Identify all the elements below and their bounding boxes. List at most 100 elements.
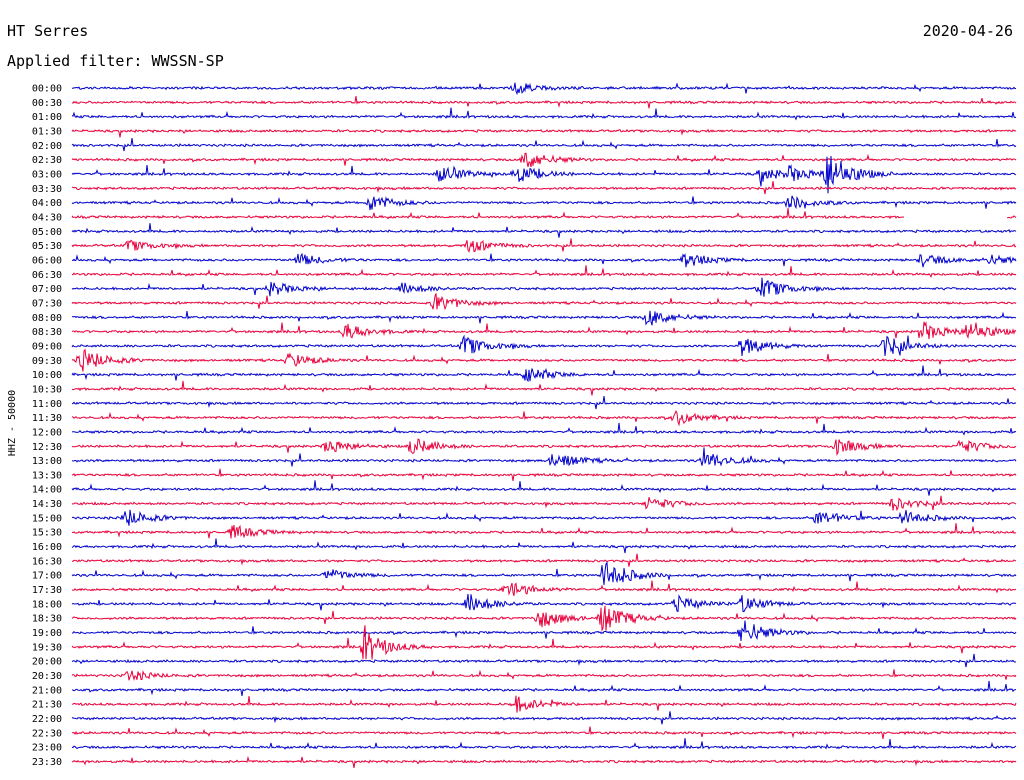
row-time-label: 13:30 — [32, 470, 62, 481]
trace-row-1500 — [71, 509, 1017, 526]
trace-row-0030 — [71, 96, 1017, 109]
trace-row-0630 — [71, 265, 1017, 279]
trace-row-1800 — [71, 593, 1017, 613]
row-time-label: 21:30 — [32, 700, 62, 711]
row-time-label: 02:30 — [32, 155, 62, 166]
trace-row-2230 — [71, 726, 1017, 739]
trace-row-2030 — [71, 669, 1017, 681]
row-time-label: 17:00 — [32, 571, 62, 582]
row-time-label: 01:00 — [32, 112, 62, 123]
row-time-label: 04:30 — [32, 213, 62, 224]
trace-row-1530 — [71, 523, 1017, 539]
trace-row-0130 — [71, 128, 1017, 138]
row-time-label: 09:30 — [32, 356, 62, 367]
row-time-label: 17:30 — [32, 585, 62, 596]
row-time-label: 04:00 — [32, 198, 62, 209]
row-time-label: 16:30 — [32, 556, 62, 567]
row-time-label: 06:00 — [32, 256, 62, 267]
date-label: 2020-04-26 — [923, 22, 1013, 40]
row-time-label: 16:00 — [32, 542, 62, 553]
row-time-label: 06:30 — [32, 270, 62, 281]
trace-row-0930 — [71, 348, 1017, 372]
row-time-label: 23:00 — [32, 743, 62, 754]
trace-row-1700 — [71, 561, 1017, 585]
trace-row-1930 — [71, 625, 1017, 660]
trace-row-2000 — [71, 653, 1017, 668]
channel-axis-label: HHZ - 50000 — [7, 390, 18, 456]
row-time-label: 14:30 — [32, 499, 62, 510]
trace-row-0900 — [71, 334, 1017, 357]
row-time-label: 20:30 — [32, 671, 62, 682]
trace-row-0100 — [71, 107, 1017, 121]
row-time-label: 09:00 — [32, 341, 62, 352]
row-time-label: 12:30 — [32, 442, 62, 453]
row-time-label: 19:00 — [32, 628, 62, 639]
trace-row-1630 — [71, 553, 1017, 567]
station-title: HT Serres — [7, 22, 88, 40]
row-time-label: 14:00 — [32, 485, 62, 496]
seismogram-traces — [71, 82, 1017, 768]
trace-row-1730 — [71, 580, 1017, 596]
trace-row-1430 — [71, 495, 1017, 512]
trace-row-0000 — [72, 82, 1017, 96]
row-time-label: 00:30 — [32, 98, 62, 109]
trace-row-0800 — [71, 310, 1016, 326]
trace-row-2300 — [71, 738, 1017, 750]
row-time-label: 10:00 — [32, 370, 62, 381]
row-time-label: 02:00 — [32, 141, 62, 152]
trace-row-0700 — [71, 277, 1017, 297]
trace-row-2100 — [71, 680, 1017, 696]
row-time-label: 18:30 — [32, 614, 62, 625]
row-time-label: 11:00 — [32, 399, 62, 410]
row-time-label: 03:30 — [32, 184, 62, 195]
row-time-label: 11:30 — [32, 413, 62, 424]
trace-row-0330 — [71, 181, 1017, 195]
row-time-label: 07:00 — [32, 284, 62, 295]
trace-row-0530 — [71, 238, 1017, 253]
trace-row-0730 — [71, 293, 1017, 311]
trace-row-0230 — [71, 152, 1017, 168]
trace-row-0500 — [71, 223, 1017, 238]
row-time-label: 18:00 — [32, 599, 62, 610]
filter-label: Applied filter: WWSSN-SP — [7, 52, 224, 70]
trace-row-0430 — [71, 207, 1017, 220]
row-time-label: 05:00 — [32, 227, 62, 238]
row-time-label: 08:30 — [32, 327, 62, 338]
row-time-label: 10:30 — [32, 384, 62, 395]
row-time-label: 22:30 — [32, 728, 62, 739]
trace-row-0300 — [71, 155, 1017, 194]
trace-row-1600 — [71, 538, 1017, 554]
trace-row-1100 — [71, 396, 1017, 410]
row-time-label: 15:30 — [32, 528, 62, 539]
row-time-label: 05:30 — [32, 241, 62, 252]
time-tick-labels: 00:00 00:30 01:00 01:30 02:00 02:30 03:00 03:30… — [32, 84, 62, 769]
trace-row-2200 — [71, 711, 1017, 725]
row-time-label: 08:00 — [32, 313, 62, 324]
trace-row-1230 — [71, 438, 1017, 456]
trace-row-2130 — [71, 695, 1017, 713]
trace-row-0600 — [71, 252, 1017, 268]
trace-row-2330 — [72, 755, 1017, 768]
trace-row-0830 — [71, 321, 1017, 340]
trace-row-0200 — [71, 138, 1017, 152]
trace-row-1300 — [71, 447, 1017, 467]
row-time-label: 13:00 — [32, 456, 62, 467]
trace-row-1130 — [71, 409, 1017, 427]
row-time-label: 03:00 — [32, 170, 62, 181]
trace-row-1830 — [71, 605, 1017, 633]
row-time-label: 07:30 — [32, 298, 62, 309]
trace-row-0400 — [71, 195, 1017, 211]
row-time-label: 12:00 — [32, 427, 62, 438]
row-time-label: 23:30 — [32, 757, 62, 768]
trace-row-1030 — [71, 380, 1017, 396]
row-time-label: 20:00 — [32, 657, 62, 668]
trace-row-1000 — [71, 365, 1017, 383]
row-time-label: 19:30 — [32, 642, 62, 653]
trace-row-1330 — [71, 468, 1017, 481]
row-time-label: 22:00 — [32, 714, 62, 725]
row-time-label: 21:00 — [32, 685, 62, 696]
trace-row-1200 — [71, 422, 1017, 436]
row-time-label: 00:00 — [32, 84, 62, 95]
row-time-label: 15:00 — [32, 513, 62, 524]
